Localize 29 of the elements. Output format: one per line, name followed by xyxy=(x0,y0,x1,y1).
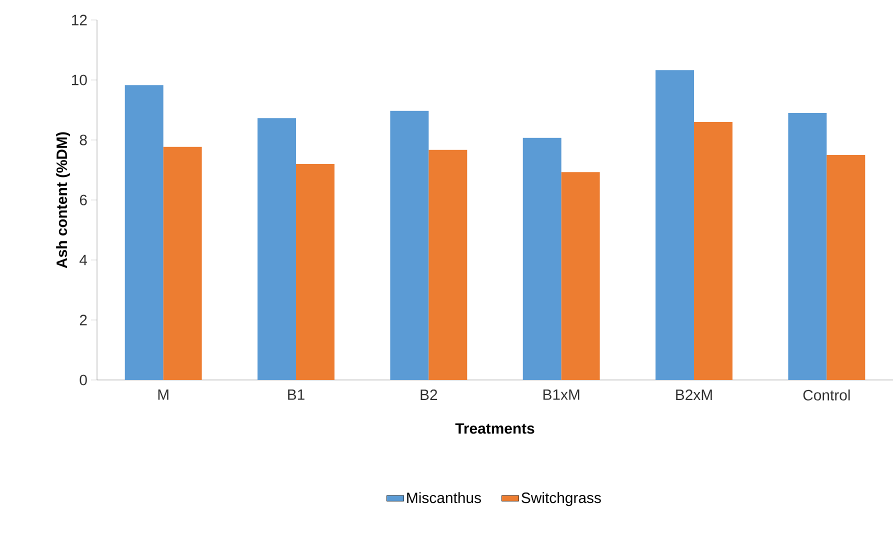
x-tick-label: Control xyxy=(803,390,850,400)
bar xyxy=(694,122,732,380)
x-tick-label: B1 xyxy=(288,390,304,400)
bar xyxy=(656,70,694,380)
bar xyxy=(390,110,429,380)
legend-label: Switchgrass xyxy=(522,492,601,506)
legend-label: Miscanthus xyxy=(407,492,481,504)
y-tick-label: 0 xyxy=(80,374,87,386)
y-tick-label: 10 xyxy=(72,74,87,86)
y-tick-label: 8 xyxy=(80,134,87,146)
bar xyxy=(258,118,296,380)
bar xyxy=(163,146,202,380)
bar xyxy=(788,112,827,380)
x-tick-label: M xyxy=(158,390,168,400)
x-tick-label: B1xM xyxy=(543,390,580,400)
y-tick-label: 12 xyxy=(72,14,87,26)
y-tick-label: 6 xyxy=(80,194,87,206)
y-tick-label: 2 xyxy=(80,314,87,326)
bar xyxy=(296,164,334,380)
x-axis-title: Treatments xyxy=(455,423,534,434)
bar xyxy=(428,150,468,380)
bar xyxy=(561,172,600,380)
bar xyxy=(522,138,562,380)
x-tick-label: B2 xyxy=(420,390,438,400)
x-tick-label: B2xM xyxy=(676,390,712,400)
bar xyxy=(124,85,164,380)
bar xyxy=(826,154,866,380)
y-tick-label: 4 xyxy=(80,254,88,266)
y-axis-title: Ash content (%DM) xyxy=(56,132,70,268)
